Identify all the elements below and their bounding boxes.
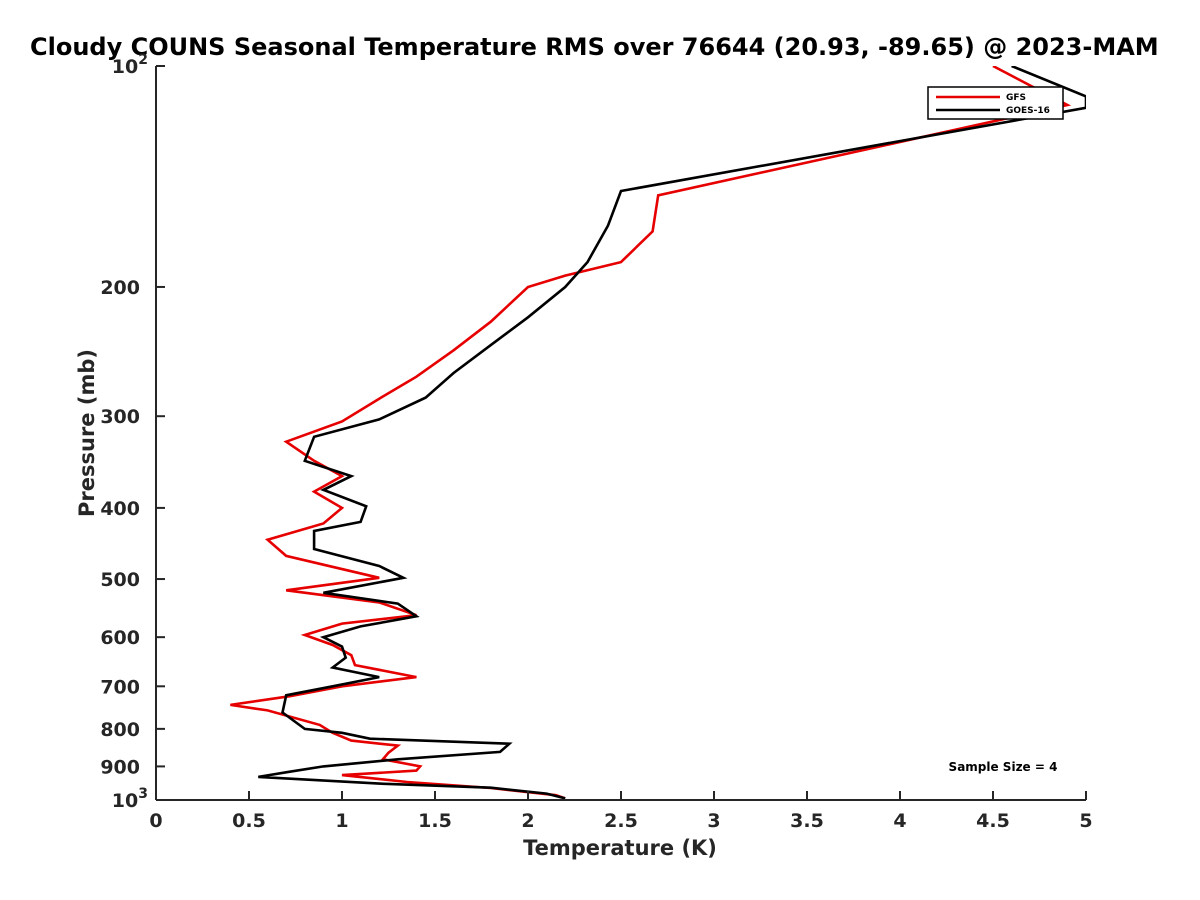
y-tick-label: 500 — [100, 569, 140, 591]
y-tick-label: 400 — [100, 498, 140, 520]
y-tick-label: 900 — [100, 756, 140, 778]
x-axis-label: Temperature (K) — [523, 836, 717, 860]
x-tick-label: 3 — [707, 810, 720, 832]
x-tick-label: 4.5 — [976, 810, 1010, 832]
x-tick-label: 5 — [1079, 810, 1092, 832]
series-line-gfs — [230, 66, 1072, 800]
y-tick-label: 600 — [100, 627, 140, 649]
x-axis: 0 0.5 1 1.5 2 2.5 3 3.5 4 4.5 5 — [149, 791, 1093, 832]
y-tick-label: 102 — [112, 52, 148, 78]
legend-box — [927, 86, 1064, 120]
legend-label: GOES-16 — [1006, 106, 1050, 116]
x-tick-label: 2.5 — [604, 810, 638, 832]
sample-size-annotation: Sample Size = 4 — [949, 760, 1058, 774]
y-tick-label: 103 — [112, 786, 148, 812]
x-tick-label: 1 — [335, 810, 348, 832]
y-tick-label: 300 — [100, 406, 140, 428]
legend-label: GFS — [1006, 93, 1026, 103]
x-tick-label: 0.5 — [232, 810, 266, 832]
y-axis: 102 200 300 400 500 600 700 800 900 103 — [100, 52, 165, 812]
chart-title: Cloudy COUNS Seasonal Temperature RMS ov… — [30, 33, 1159, 61]
y-tick-label: 800 — [100, 719, 140, 741]
x-tick-label: 1.5 — [418, 810, 452, 832]
x-tick-label: 4 — [893, 810, 906, 832]
series-line-goes-16 — [258, 66, 1086, 800]
y-tick-label: 200 — [100, 277, 140, 299]
y-tick-label: 700 — [100, 676, 140, 698]
y-axis-label: Pressure (mb) — [75, 349, 99, 517]
x-tick-label: 0 — [149, 810, 162, 832]
legend: GFS GOES-16 — [927, 86, 1064, 120]
x-tick-label: 2 — [521, 810, 534, 832]
series-layer — [230, 66, 1086, 800]
x-tick-label: 3.5 — [790, 810, 824, 832]
